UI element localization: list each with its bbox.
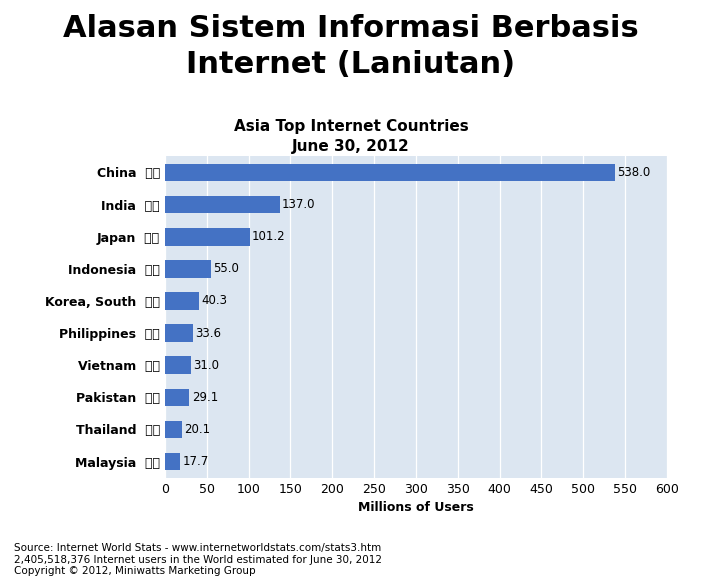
- Text: 20.1: 20.1: [185, 423, 211, 436]
- Text: 55.0: 55.0: [213, 262, 239, 275]
- Bar: [165, 420, 182, 438]
- Text: 17.7: 17.7: [183, 455, 208, 468]
- Bar: [165, 228, 250, 245]
- Text: 538.0: 538.0: [618, 166, 651, 179]
- Text: 137.0: 137.0: [282, 198, 316, 211]
- Text: Alasan Sistem Informasi Berbasis
Internet (Laniutan): Alasan Sistem Informasi Berbasis Interne…: [63, 14, 639, 79]
- Bar: [165, 292, 199, 310]
- Text: 101.2: 101.2: [252, 230, 286, 243]
- Bar: [165, 163, 615, 181]
- X-axis label: Millions of Users: Millions of Users: [358, 501, 474, 514]
- Bar: [165, 260, 211, 278]
- Text: 31.0: 31.0: [194, 359, 220, 372]
- Text: 40.3: 40.3: [201, 295, 227, 307]
- Text: Asia Top Internet Countries: Asia Top Internet Countries: [234, 119, 468, 134]
- Text: 29.1: 29.1: [192, 391, 218, 404]
- Text: June 30, 2012: June 30, 2012: [292, 139, 410, 154]
- Bar: [165, 196, 279, 214]
- Bar: [165, 356, 191, 374]
- Bar: [165, 453, 180, 471]
- Bar: [165, 324, 193, 342]
- Text: 33.6: 33.6: [196, 327, 222, 339]
- Text: Source: Internet World Stats - www.internetworldstats.com/stats3.htm
2,405,518,3: Source: Internet World Stats - www.inter…: [14, 543, 382, 576]
- Bar: [165, 389, 190, 406]
